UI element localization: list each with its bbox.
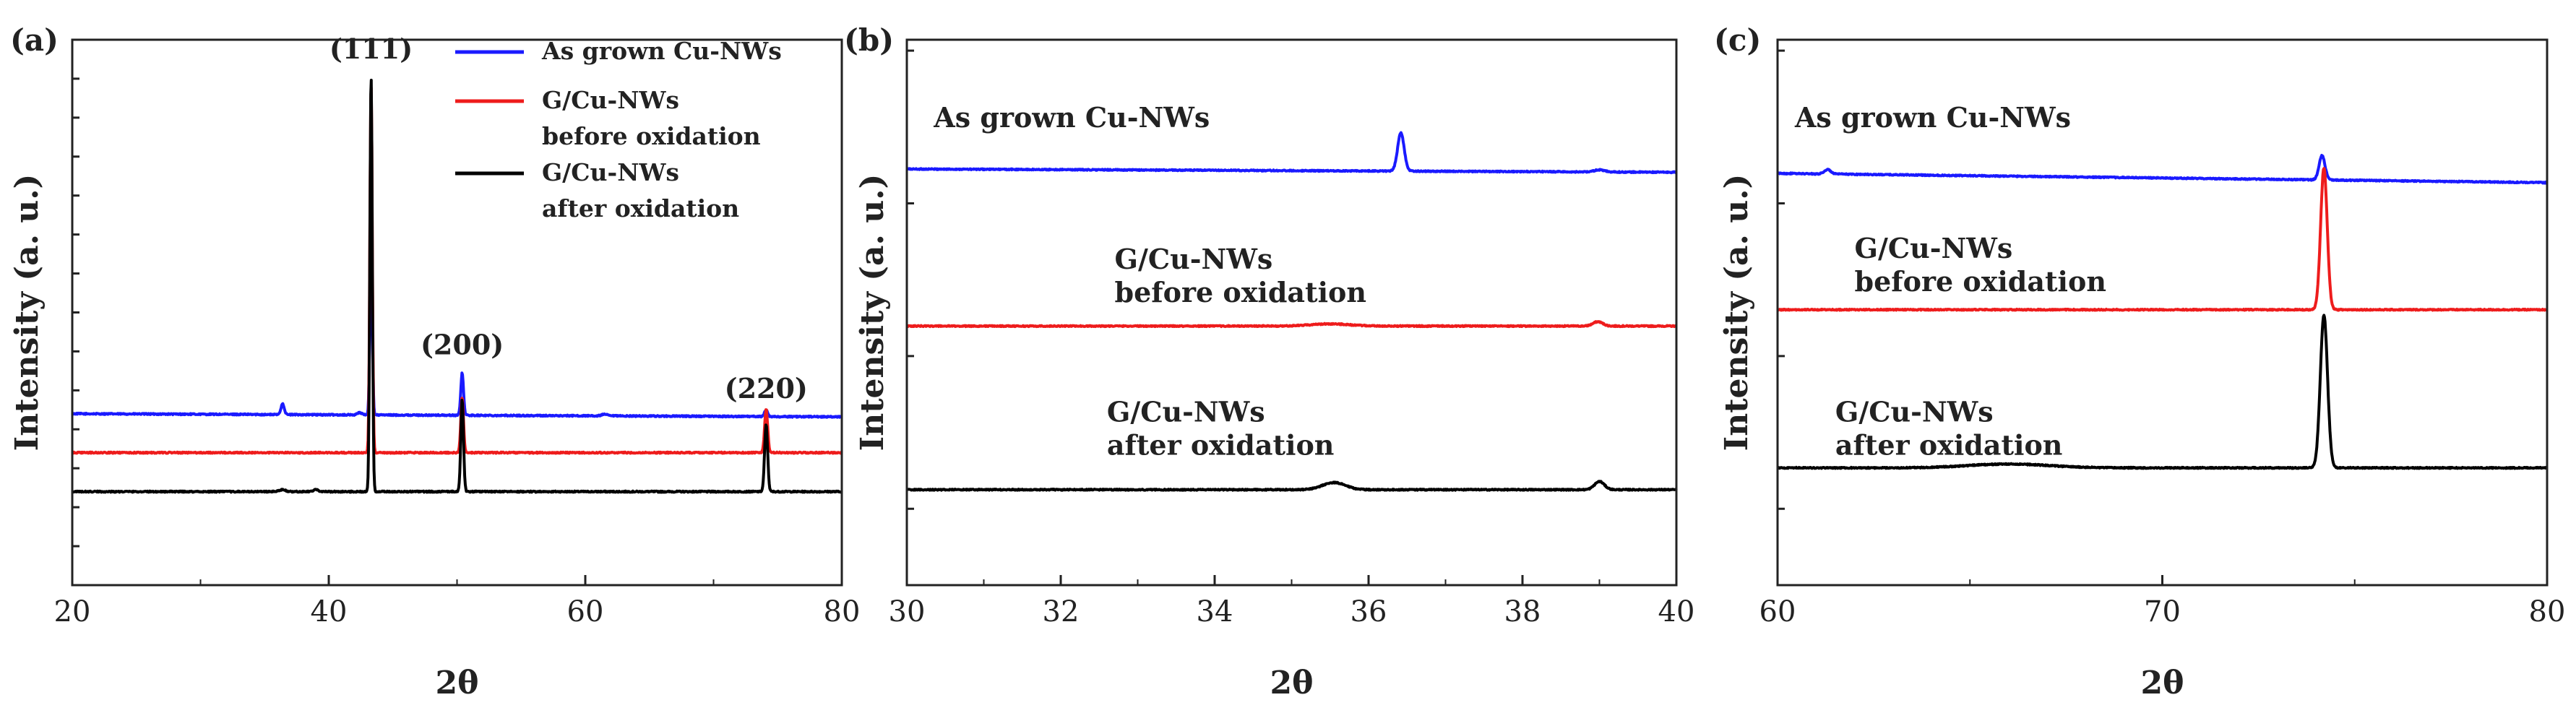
legend-label: As grown Cu-NWs: [541, 37, 782, 65]
x-tick-label: 38: [1504, 595, 1541, 628]
panel-b: 30 32 34 36 38 40 (b) 2θ Intensity (a. u.) As gro…: [844, 22, 1694, 701]
x-tick-label: 60: [1759, 595, 1796, 628]
panel-label: (a): [10, 22, 59, 58]
x-tick-label: 30: [889, 595, 926, 628]
legend-label: before oxidation: [542, 122, 761, 150]
series-label: G/Cu-NWs: [1107, 396, 1265, 428]
x-tick-label: 40: [311, 595, 348, 628]
x-tick-label: 40: [1658, 595, 1695, 628]
series-label: before oxidation: [1855, 265, 2106, 298]
series-label: after oxidation: [1107, 429, 1335, 462]
panel-a: 20 40 60 80 (a) 2θ Intensity (a. u.) (111) (200)…: [9, 22, 860, 701]
series-label: As grown Cu-NWs: [933, 101, 1210, 134]
series-line-1: [1776, 154, 2549, 185]
series-label: As grown Cu-NWs: [1794, 101, 2071, 134]
x-axis-title: 2θ: [2141, 665, 2184, 701]
x-tick-label: 80: [2529, 595, 2566, 628]
y-axis-title: Intensity (a. u.): [9, 174, 46, 451]
x-axis-title: 2θ: [436, 665, 479, 701]
x-tick-label: 70: [2144, 595, 2181, 628]
y-axis-title: Intensity (a. u.): [1718, 174, 1755, 451]
series-line-3: [1776, 314, 2549, 470]
series-line-3: [71, 79, 843, 494]
x-tick-label: 32: [1043, 595, 1080, 628]
peak-annotation: (111): [329, 33, 413, 65]
x-tick-label: 80: [824, 595, 861, 628]
peak-annotation: (220): [725, 372, 808, 405]
series-line-2: [71, 86, 843, 455]
series-label: G/Cu-NWs: [1115, 243, 1273, 275]
legend-label: G/Cu-NWs: [542, 86, 679, 114]
x-axis-title: 2θ: [1270, 665, 1314, 701]
y-axis-title: Intensity (a. u.): [854, 174, 891, 451]
series-label: G/Cu-NWs: [1855, 232, 2013, 264]
series-line-2: [905, 320, 1678, 329]
x-tick-label: 60: [567, 595, 604, 628]
panel-label: (b): [844, 22, 894, 58]
series-line-1: [71, 251, 843, 419]
series-line-1: [905, 131, 1678, 175]
series-label: before oxidation: [1115, 276, 1366, 308]
x-tick-label: 36: [1351, 595, 1387, 628]
legend-label: G/Cu-NWs: [542, 158, 679, 186]
series-label: G/Cu-NWs: [1835, 396, 1994, 428]
panel-label: (c): [1714, 22, 1761, 58]
x-tick-label: 34: [1197, 595, 1233, 628]
panel-c: 60 70 80 (c) 2θ Intensity (a. u.) As grown Cu-…: [1714, 22, 2565, 701]
x-tick-label: 20: [54, 595, 91, 628]
series-line-2: [1776, 167, 2549, 312]
peak-annotation: (200): [421, 329, 504, 361]
legend: As grown Cu-NWs G/Cu-NWs before oxidation G…: [455, 37, 782, 222]
series-line-3: [905, 480, 1678, 492]
legend-label: after oxidation: [542, 194, 739, 222]
series-label: after oxidation: [1835, 429, 2063, 462]
